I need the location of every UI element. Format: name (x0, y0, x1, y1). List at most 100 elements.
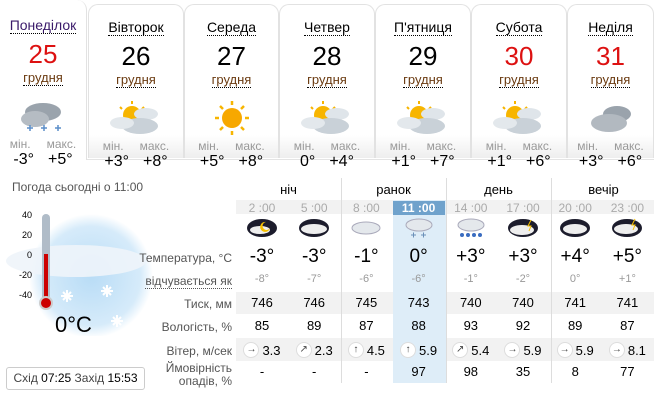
hour-time: 11 :00 (392, 201, 445, 215)
hour-time: 20 :00 (558, 201, 592, 215)
max-label: макс. (522, 139, 553, 153)
min-label: мін. (577, 139, 599, 153)
hour-wind: ↗ 5.4 (445, 342, 497, 358)
period-0: ніч (280, 182, 297, 197)
current-temperature: 0°C (55, 312, 92, 337)
hour-temp: +4° (560, 246, 590, 267)
day-tab-1[interactable]: Вівторок 26 грудня мін. макс. +3° +8° (88, 4, 184, 170)
day-tab-2[interactable]: Середа 27 грудня мін. макс. +5° +8° (184, 4, 279, 170)
max-temp: +6° (526, 153, 551, 170)
day-name[interactable]: Середа (206, 19, 257, 36)
sun-icon (214, 101, 249, 135)
wind-direction-icon: ↑ (400, 342, 417, 358)
min-temp: +3° (578, 153, 604, 170)
sunrise-label: Схід (13, 371, 38, 385)
hour-time: 17 :00 (506, 201, 540, 215)
hour-temp: +3° (508, 246, 538, 267)
scale-40: 40 (22, 210, 32, 220)
min-label: мін. (198, 139, 220, 153)
cloudy-icon (590, 106, 631, 132)
hour-wind: ↗ 2.3 (288, 342, 340, 358)
current-weather-title: Погода сьогодні о 11:00 (12, 180, 144, 194)
divider (341, 178, 342, 383)
day-tab-0[interactable]: Понеділок 25 грудня мін. макс. -3° +5° (0, 0, 87, 168)
min-temp: 0° (300, 153, 316, 170)
hour-humidity: 89 (306, 318, 322, 333)
hour-precip: - (312, 364, 317, 379)
hour-humidity: 87 (359, 318, 374, 333)
month-name: грудня (211, 72, 252, 88)
wind-speed: 4.5 (366, 342, 385, 358)
hour-temp: 0° (409, 246, 428, 267)
label-feels-like[interactable]: відчувається як (145, 274, 232, 289)
wind-speed: 5.9 (575, 342, 594, 358)
hour-humidity: 92 (515, 318, 531, 333)
day-name[interactable]: Субота (495, 19, 543, 36)
hour-icon (236, 216, 288, 245)
hour-precip: 35 (515, 364, 531, 379)
day-name[interactable]: Неділя (588, 19, 633, 36)
hour-time: 14 :00 (454, 201, 488, 215)
day-number: 27 (217, 41, 246, 71)
partly-cloudy-icon (301, 101, 349, 134)
hour-pressure: 740 (459, 295, 482, 310)
hour-wind: → 3.3 (236, 342, 288, 358)
wind-direction-icon: → (556, 342, 573, 358)
day-name[interactable]: П'ятниця (394, 19, 452, 36)
label-precip-line2: опадів, % (178, 374, 232, 388)
sunset-time: 15:53 (107, 371, 138, 385)
cloud-rain-icon (457, 218, 485, 237)
day-tab-4[interactable]: П'ятниця 29 грудня мін. макс. +1° +7° (375, 4, 471, 170)
max-temp: +8° (143, 153, 168, 170)
label-humidity: Вологість, % (161, 320, 232, 334)
hour-precip: 97 (411, 364, 426, 379)
min-temp: +5° (199, 153, 225, 170)
partly-cloudy-icon (110, 101, 158, 134)
hour-pressure: 741 (616, 295, 639, 310)
min-label: мін. (9, 137, 31, 151)
wind-direction-icon: ↑ (347, 342, 364, 358)
hour-pressure: 740 (512, 295, 534, 310)
hour-feels: -7° (307, 273, 322, 285)
hour-pressure: 746 (303, 295, 326, 310)
max-label: макс. (139, 139, 170, 153)
label-precip: Ймовірність опадів, % (140, 362, 232, 388)
day-number: 25 (28, 39, 58, 69)
hour-feels: -6° (411, 273, 426, 285)
day-tab-3[interactable]: Четвер 28 грудня мін. макс. 0° +4° (279, 4, 375, 170)
label-precip-line1: Ймовірність (165, 361, 232, 375)
max-label: макс. (426, 139, 457, 153)
min-label: мін. (485, 139, 507, 153)
wind-direction-icon: → (504, 342, 521, 358)
day-name[interactable]: Вівторок (108, 19, 164, 36)
day-tab-5[interactable]: Субота 30 грудня мін. макс. +1° +6° (471, 4, 567, 170)
month-name: грудня (590, 72, 631, 88)
hour-precip: 77 (620, 364, 635, 379)
hour-icon (288, 216, 340, 245)
hour-wind: ↑ 4.5 (340, 342, 392, 358)
scale-minus20: -20 (19, 270, 32, 280)
max-label: макс. (614, 139, 644, 153)
hour-icon (549, 216, 601, 245)
max-temp: +4° (329, 153, 354, 170)
period-2: день (484, 182, 513, 197)
hour-humidity: 85 (254, 318, 270, 333)
max-temp: +7° (430, 153, 455, 170)
day-name[interactable]: Четвер (304, 19, 350, 36)
hour-feels: -2° (515, 273, 531, 285)
cloud-icon (351, 221, 381, 235)
hour-wind: → 8.1 (601, 342, 653, 358)
wind-speed: 5.9 (523, 342, 542, 358)
day-tab-6[interactable]: Неділя 31 грудня мін. макс. +3° +6° (567, 4, 654, 170)
month-name: грудня (499, 72, 539, 88)
hour-wind: ↑ 5.9 (393, 342, 445, 358)
min-temp: +1° (391, 153, 416, 170)
day-number: 26 (121, 41, 151, 71)
hour-humidity: 88 (411, 318, 426, 333)
hour-time: 8 :00 (353, 201, 380, 215)
wind-speed: 5.9 (419, 342, 438, 358)
day-name[interactable]: Понеділок (9, 17, 77, 34)
min-temp: +3° (104, 153, 129, 170)
hour-humidity: 93 (463, 318, 479, 333)
